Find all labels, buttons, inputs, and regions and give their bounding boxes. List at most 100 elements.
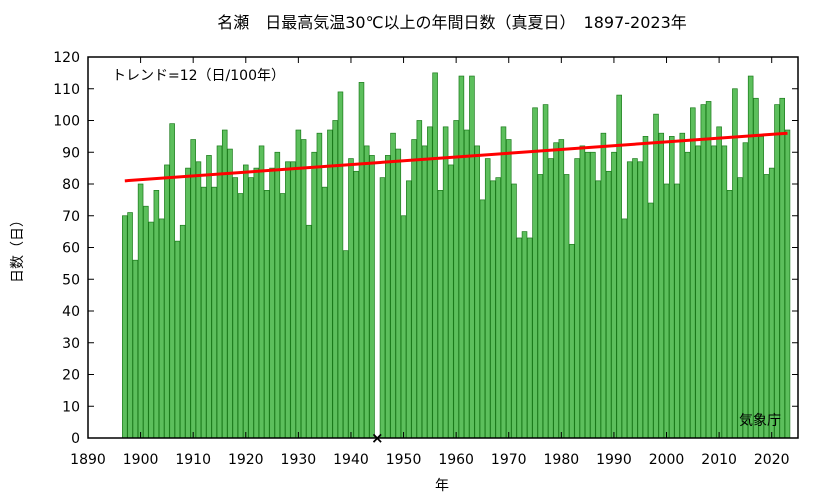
bar-2008 xyxy=(705,101,712,439)
bar-1962 xyxy=(463,129,470,439)
bar-1917 xyxy=(227,148,233,439)
y-tick-label: 120 xyxy=(53,50,80,66)
bar-1935 xyxy=(321,186,328,439)
chart-title: 名瀬 日最高気温30℃以上の年間日数（真夏日） 1897-2023年 xyxy=(217,13,687,32)
bar-1924 xyxy=(264,190,270,439)
bar-1987 xyxy=(595,180,601,439)
bar-1979 xyxy=(553,142,559,439)
bar-1976 xyxy=(537,174,544,439)
y-tick-label: 90 xyxy=(62,145,80,161)
bar-1983 xyxy=(574,158,580,439)
bar-1985 xyxy=(584,151,591,439)
bar-1897 xyxy=(122,215,128,439)
source-label: 気象庁 xyxy=(739,413,781,429)
bar-1934 xyxy=(316,132,323,439)
bar-2014 xyxy=(737,177,743,439)
bar-1999 xyxy=(658,132,665,439)
bar-1963 xyxy=(469,75,475,439)
bar-1982 xyxy=(569,243,575,439)
bar-1913 xyxy=(206,155,212,439)
bar-1974 xyxy=(527,237,533,439)
bar-1943 xyxy=(363,145,370,439)
y-tick-label: 40 xyxy=(62,304,80,320)
bar-1903 xyxy=(153,190,160,439)
x-axis-ticks: 1890 1900 1910 1920 1930 1940 1950 1960 1970 1980… xyxy=(70,57,790,468)
y-tick-label: 60 xyxy=(62,241,80,257)
bar-1955 xyxy=(427,126,433,439)
bar-1909 xyxy=(185,167,191,439)
bar-1981 xyxy=(563,174,570,439)
bar-2005 xyxy=(690,107,696,439)
bar-1912 xyxy=(200,186,207,439)
bar-1950 xyxy=(400,215,407,439)
bar-1898 xyxy=(127,212,133,439)
bar-1964 xyxy=(474,145,480,439)
bar-1996 xyxy=(642,136,649,439)
bar-1931 xyxy=(300,139,307,439)
bar-1998 xyxy=(653,113,659,439)
bar-1968 xyxy=(495,177,501,439)
bar-1980 xyxy=(558,139,565,439)
x-tick-label: 1970 xyxy=(491,452,527,468)
x-tick-label: 1960 xyxy=(438,452,474,468)
bar-1947 xyxy=(385,155,391,439)
bar-1957 xyxy=(437,190,444,439)
bar-2010 xyxy=(716,126,722,439)
bar-1959 xyxy=(448,164,454,439)
x-tick-label: 1890 xyxy=(70,452,106,468)
bar-1915 xyxy=(216,145,223,439)
bar-1956 xyxy=(432,72,438,439)
bar-1997 xyxy=(647,202,654,439)
x-tick-label: 1900 xyxy=(123,452,159,468)
y-axis-ticks: 0 10 20 30 40 50 60 70 80 90 100 110 120 xyxy=(53,50,798,447)
bar-1989 xyxy=(605,170,612,439)
bar-1972 xyxy=(516,237,523,439)
bar-2007 xyxy=(700,104,707,439)
bar-1977 xyxy=(542,104,549,439)
bar-2018 xyxy=(758,136,764,439)
bars xyxy=(122,72,791,439)
bar-1937 xyxy=(332,120,338,439)
bar-1919 xyxy=(237,193,244,439)
bar-1923 xyxy=(258,145,265,439)
y-tick-label: 30 xyxy=(62,336,80,352)
y-tick-label: 20 xyxy=(62,368,80,384)
bar-1966 xyxy=(484,158,491,439)
bar-2021 xyxy=(774,104,780,439)
bar-1918 xyxy=(232,177,239,439)
bar-1949 xyxy=(395,148,402,439)
bar-1905 xyxy=(164,164,170,439)
bar-1986 xyxy=(590,151,596,439)
bar-1993 xyxy=(626,161,633,439)
y-tick-label: 110 xyxy=(53,82,80,98)
bar-1914 xyxy=(211,186,217,439)
x-tick-label: 2010 xyxy=(701,452,737,468)
bar-2017 xyxy=(753,97,759,439)
y-tick-label: 0 xyxy=(71,431,80,447)
bar-1939 xyxy=(342,250,349,439)
bar-2002 xyxy=(674,183,680,439)
bar-1965 xyxy=(479,199,486,439)
bar-1969 xyxy=(500,126,507,439)
bar-1954 xyxy=(421,145,428,439)
bar-1936 xyxy=(327,129,333,439)
x-tick-label: 1930 xyxy=(281,452,317,468)
bar-1938 xyxy=(337,91,344,439)
x-tick-label: 1980 xyxy=(544,452,580,468)
bar-1933 xyxy=(311,151,317,439)
bar-2023 xyxy=(784,129,791,439)
bar-1910 xyxy=(190,139,196,439)
bar-1911 xyxy=(195,161,202,439)
bar-1920 xyxy=(243,164,249,439)
bar-1925 xyxy=(269,167,275,439)
bar-2006 xyxy=(695,145,701,439)
bar-1967 xyxy=(490,180,496,439)
bar-1946 xyxy=(379,177,386,439)
bar-2000 xyxy=(663,183,670,439)
bar-1900 xyxy=(137,183,144,439)
bar-2003 xyxy=(679,132,686,439)
trend-line xyxy=(124,131,788,183)
bar-2004 xyxy=(684,151,691,439)
bar-1951 xyxy=(406,180,412,439)
bar-1921 xyxy=(248,177,254,439)
